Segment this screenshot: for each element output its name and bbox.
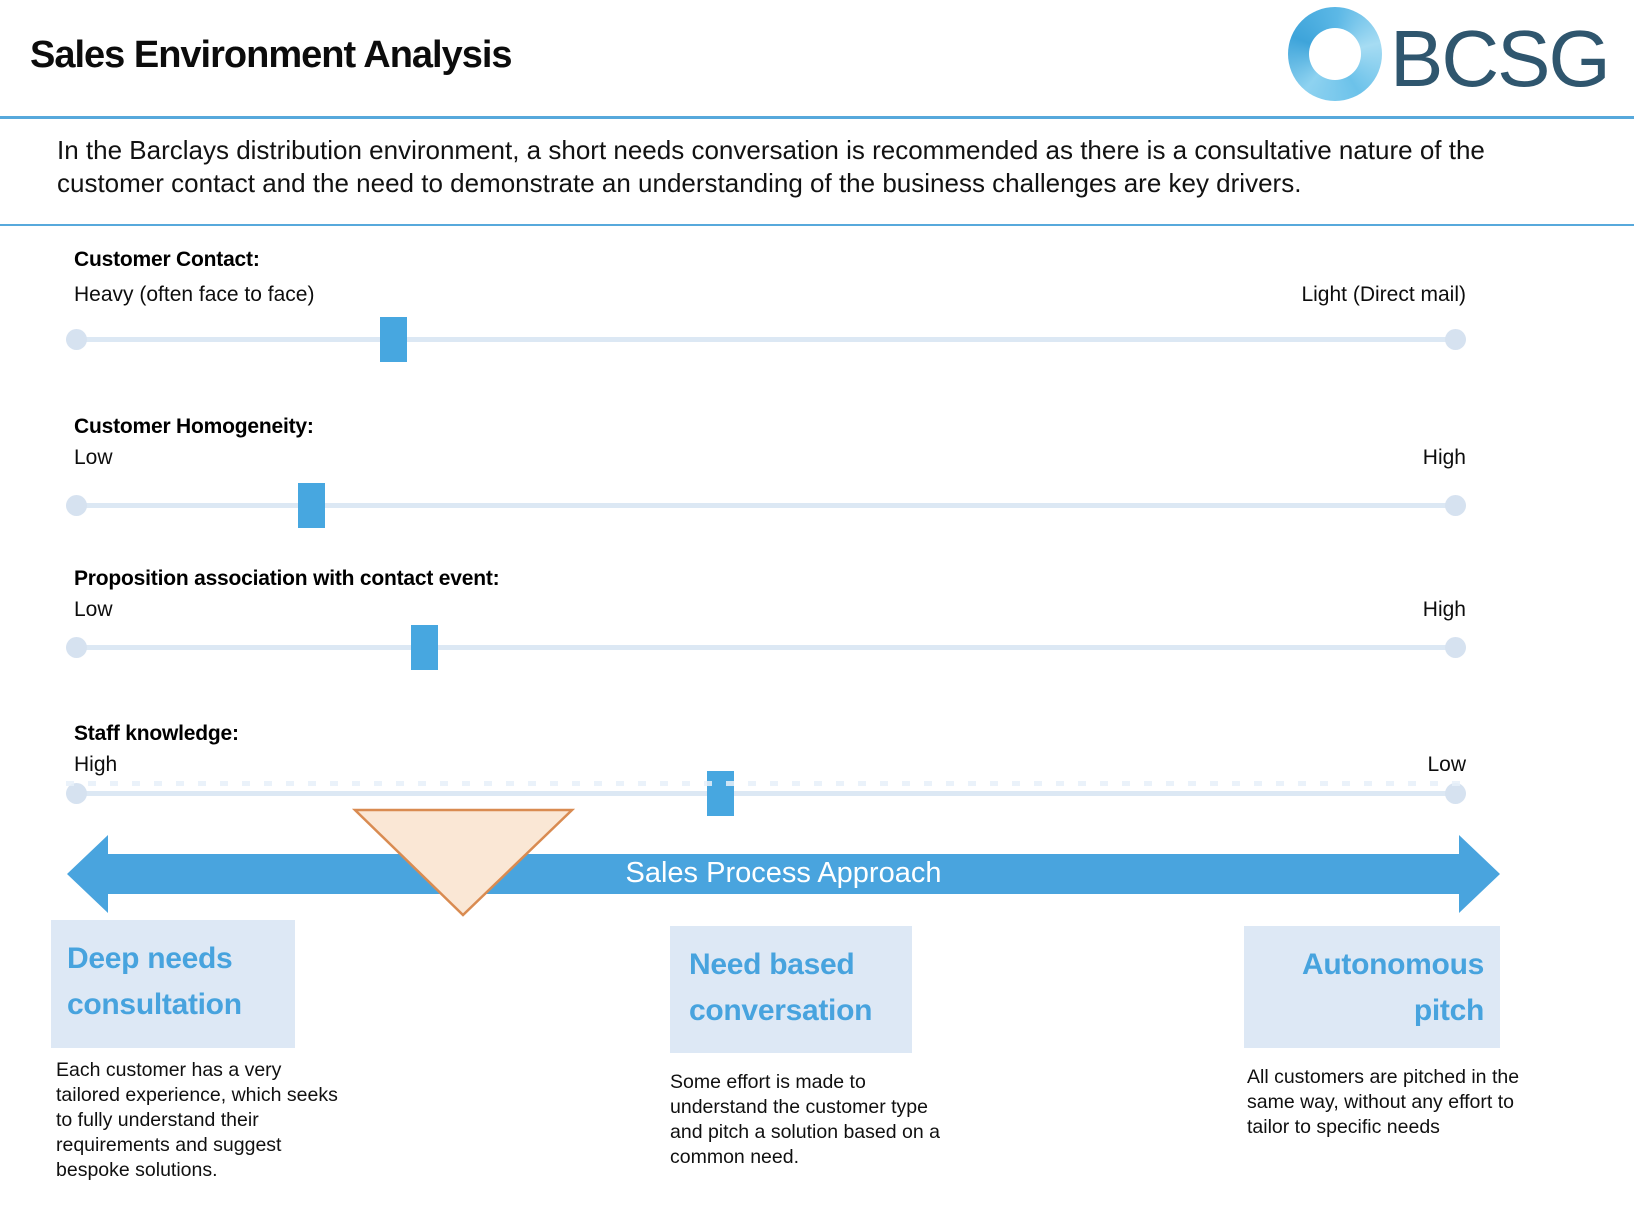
intro-paragraph: In the Barclays distribution environment… — [57, 135, 1485, 198]
slider-marker — [297, 483, 325, 528]
approach-title: Deep needs consultation — [67, 942, 242, 1021]
process-arrow-label: Sales Process Approach — [625, 857, 942, 889]
approach-box-need-based: Need based conversation — [670, 926, 912, 1053]
bcsg-logo: BCSG — [1288, 5, 1618, 105]
slider-right-end-label: Light (Direct mail) — [1301, 283, 1466, 306]
header-divider — [0, 116, 1634, 119]
track-endpoint-right — [1445, 495, 1466, 516]
bcsg-ring-icon — [1288, 7, 1382, 101]
track-endpoint-left — [66, 637, 87, 658]
approach-box-autonomous: Autonomous pitch — [1244, 926, 1500, 1048]
approach-description: Some effort is made to understand the cu… — [670, 1071, 940, 1168]
slider-left-end-label: Low — [74, 598, 113, 621]
slider-right-end-label: High — [1422, 446, 1466, 469]
slider-right-end-label: Low — [1427, 753, 1466, 776]
slider-track — [66, 771, 1466, 816]
approach-description: All customers are pitched in the same wa… — [1247, 1066, 1520, 1138]
track-endpoint-left — [66, 495, 87, 516]
track-endpoint-right — [1445, 329, 1466, 350]
slider-left-end-label: Low — [74, 446, 113, 469]
slider-marker — [380, 317, 408, 362]
slider-label: Proposition association with contact eve… — [74, 567, 500, 590]
approach-description: Each customer has a very tailored experi… — [56, 1059, 338, 1181]
faint-dashed-line — [66, 781, 1466, 786]
track-endpoint-left — [66, 783, 87, 804]
slider-left-end-label: High — [74, 753, 118, 776]
track-endpoint-right — [1445, 637, 1466, 658]
approach-title: Need based conversation — [689, 948, 873, 1027]
slider-label: Customer Contact: — [74, 248, 260, 271]
slider-track — [66, 625, 1466, 670]
approach-box-deep-needs: Deep needs consultation — [51, 920, 295, 1048]
track-endpoint-left — [66, 329, 87, 350]
slider-marker — [707, 771, 734, 816]
slider-track — [66, 483, 1466, 528]
slider-label: Staff knowledge: — [74, 722, 239, 745]
page-title: Sales Environment Analysis — [30, 34, 513, 76]
slider-left-end-label: Heavy (often face to face) — [74, 283, 315, 306]
track-endpoint-right — [1445, 783, 1466, 804]
bcsg-ring-inner — [1309, 28, 1361, 80]
bcsg-logo-text: BCSG — [1390, 14, 1611, 103]
slider-label: Customer Homogeneity: — [74, 415, 314, 438]
approach-title: Autonomous pitch — [1302, 948, 1484, 1027]
slider-marker — [410, 625, 438, 670]
intro-divider — [0, 224, 1634, 226]
slider-track — [66, 317, 1466, 362]
slider-right-end-label: High — [1422, 598, 1466, 621]
